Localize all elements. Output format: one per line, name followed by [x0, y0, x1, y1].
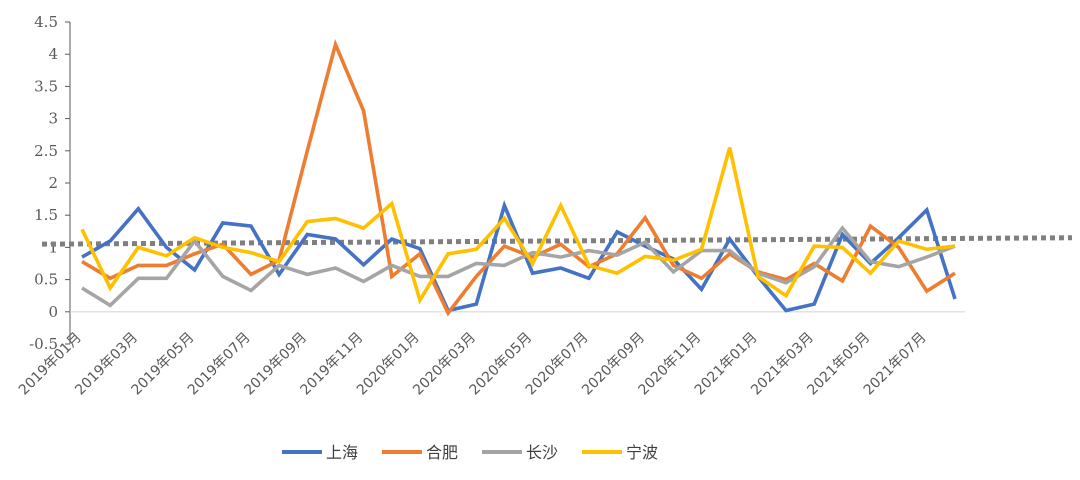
y-tick-label: 4.5 [34, 13, 58, 31]
series-line-4 [80, 147, 956, 305]
y-tick-label: 1 [48, 238, 58, 256]
y-tick-label: 2 [48, 174, 58, 192]
legend-label-2: 合肥 [426, 443, 458, 462]
y-tick-label: 1.5 [34, 206, 58, 224]
y-axis: -0.5 0 0.5 1 1.5 2 2.5 3 3.5 4 4.5 [29, 13, 71, 353]
series-line-2 [81, 38, 956, 317]
y-tick-label: 0.5 [34, 271, 58, 289]
legend-label-1: 上海 [326, 443, 358, 462]
y-tick-label: -0.5 [29, 335, 58, 353]
y-tick-label: 3.5 [34, 77, 58, 95]
y-tick-label: 3 [48, 110, 58, 128]
legend-label-4: 宁波 [626, 443, 658, 462]
x-axis: 2019年01月2019年03月2019年05月2019年07月2019年09月… [16, 311, 965, 398]
y-tick-label: 4 [48, 45, 58, 63]
series-line-3 [81, 225, 956, 308]
legend-label-3: 长沙 [526, 443, 558, 462]
series-group [80, 38, 957, 317]
y-tick-label: 2.5 [34, 142, 58, 160]
legend: 上海 合肥 长沙 宁波 [282, 443, 658, 462]
y-tick-label: 0 [48, 303, 58, 321]
